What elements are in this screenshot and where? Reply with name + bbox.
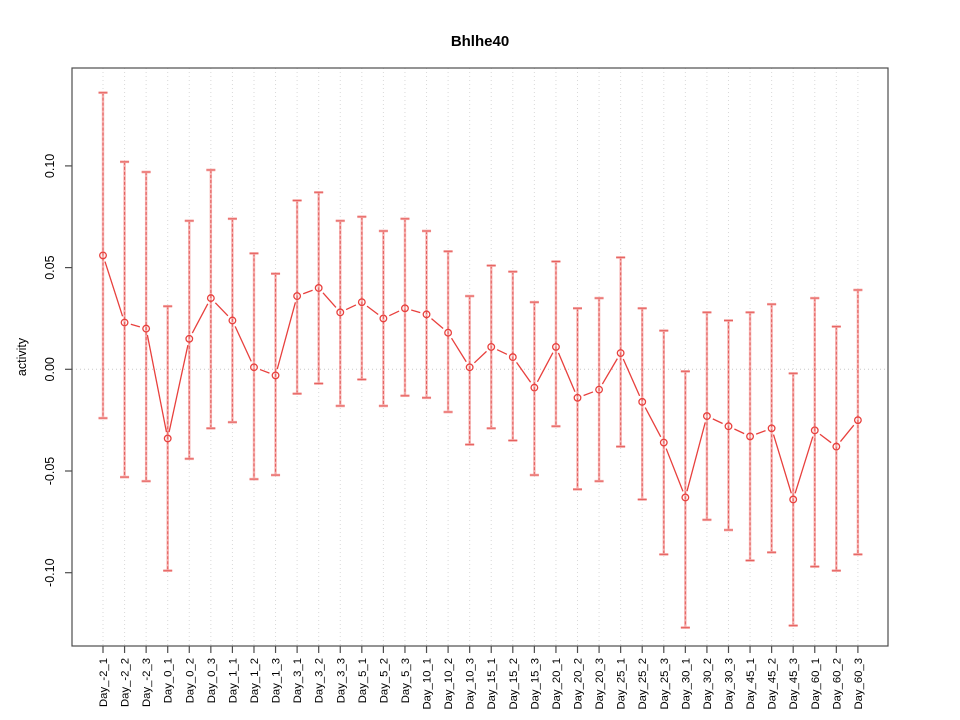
x-tick-label: Day_60_3 (853, 658, 865, 710)
x-tick-label: Day_10_1 (422, 658, 434, 710)
x-tick-label: Day_0_2 (184, 658, 196, 703)
data-point (853, 416, 862, 425)
data-point (789, 495, 798, 504)
data-point (228, 316, 237, 325)
x-tick-label: Day_45_3 (788, 658, 800, 710)
y-tick-label: 0.10 (43, 154, 57, 178)
x-tick-label: Day_5_2 (378, 658, 390, 703)
data-point (422, 310, 431, 319)
x-tick-label: Day_3_2 (314, 658, 326, 703)
data-point (379, 314, 388, 323)
data-point (702, 412, 711, 421)
x-tick-label: Day_25_3 (659, 658, 671, 710)
data-point (810, 426, 819, 435)
x-tick-label: Day_-2_2 (120, 658, 132, 707)
data-point (142, 324, 151, 333)
data-point (293, 292, 302, 301)
data-point (444, 328, 453, 337)
y-tick-label: 0.00 (43, 357, 57, 381)
x-axis-labels: Day_-2_1 Day_-2_2 Day_-2_3 Day_0_1 Day_0_2 Da… (98, 658, 865, 710)
data-point (638, 397, 647, 406)
data-point (206, 294, 215, 303)
x-tick-label: Day_20_1 (551, 658, 563, 710)
x-tick-label: Day_45_1 (745, 658, 757, 710)
y-axis-title: activity (15, 337, 29, 376)
x-tick-label: Day_3_3 (335, 658, 347, 703)
x-tick-label: Day_30_3 (723, 658, 735, 710)
data-point (724, 422, 733, 431)
x-tick-label: Day_60_2 (831, 658, 843, 710)
y-axis-labels: -0.10 -0.05 0.00 0.05 0.10 (43, 154, 57, 587)
data-point (832, 442, 841, 451)
x-tick-label: Day_1_1 (227, 658, 239, 703)
data-point (551, 342, 560, 351)
data-point (250, 363, 258, 372)
data-point (746, 432, 755, 441)
x-tick-label: Day_3_1 (292, 658, 304, 703)
data-point (681, 493, 690, 502)
data-points (99, 251, 862, 504)
x-tick-label: Day_5_1 (357, 658, 369, 703)
data-point (163, 434, 172, 443)
data-point (271, 371, 280, 380)
x-tick-label: Day_0_1 (163, 658, 175, 703)
y-tick-label: -0.05 (43, 457, 57, 486)
chart-title: Bhlhe40 (451, 33, 509, 50)
x-tick-label: Day_45_2 (767, 658, 779, 710)
x-tick-label: Day_60_1 (810, 658, 822, 710)
x-tick-label: Day_15_1 (486, 658, 498, 710)
error-bars (98, 91, 863, 629)
x-tick-label: Day_10_2 (443, 658, 455, 710)
data-point (357, 298, 366, 307)
data-point (659, 438, 668, 447)
data-point (401, 304, 409, 313)
data-point (336, 308, 345, 317)
x-tick-label: Day_25_1 (616, 658, 628, 710)
x-tick-label: Day_15_2 (508, 658, 520, 710)
data-point (99, 251, 107, 260)
data-line (104, 261, 855, 494)
data-point (314, 283, 323, 292)
x-tick-label: Day_30_1 (680, 658, 692, 710)
x-tick-label: Day_20_3 (594, 658, 606, 710)
data-point (530, 383, 539, 392)
y-tick-label: 0.05 (43, 255, 57, 279)
data-point (120, 318, 129, 327)
x-tick-label: Day_20_2 (573, 658, 585, 710)
x-tick-label: Day_-2_1 (98, 658, 110, 707)
data-point (487, 342, 496, 351)
data-point (465, 363, 474, 372)
axes (65, 67, 889, 653)
x-tick-label: Day_5_3 (400, 658, 412, 703)
x-tick-label: Day_30_2 (702, 658, 714, 710)
data-point (767, 424, 776, 433)
title-group: Bhlhe40 (451, 33, 509, 50)
x-tick-label: Day_15_3 (529, 658, 541, 710)
x-tick-label: Day_25_2 (637, 658, 649, 710)
data-point (185, 334, 194, 343)
data-point (595, 385, 604, 394)
x-tick-label: Day_-2_3 (141, 658, 153, 707)
y-axis-title-group: activity (15, 337, 29, 376)
data-point (616, 349, 625, 357)
y-tick-label: -0.10 (43, 558, 57, 587)
x-tick-label: Day_1_3 (271, 658, 283, 703)
x-tick-label: Day_1_2 (249, 658, 261, 703)
data-point (508, 353, 517, 362)
x-tick-label: Day_10_3 (465, 658, 477, 710)
x-tick-label: Day_0_3 (206, 658, 218, 703)
data-point (573, 393, 582, 402)
